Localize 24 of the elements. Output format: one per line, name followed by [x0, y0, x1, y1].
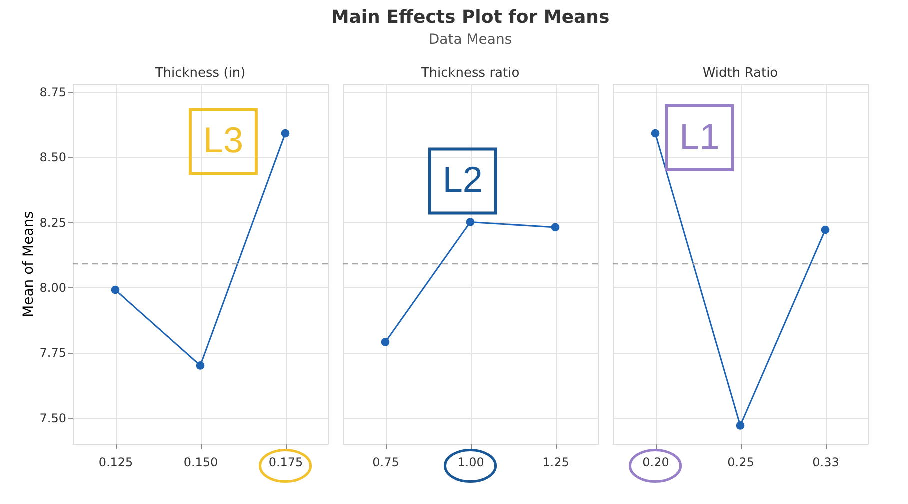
x-tick-label: 0.175 [268, 456, 304, 470]
y-tick-label: 7.75 [40, 346, 66, 360]
x-tick-label: 0.75 [372, 456, 400, 470]
x2-axis-title: Thickness (in) [154, 66, 246, 81]
x-tick-label: 0.20 [642, 456, 670, 470]
x2-axis-title: Width Ratio [702, 66, 778, 81]
y-tick-label: 8.25 [40, 216, 66, 230]
annotation: L3 [203, 120, 244, 161]
x-tick-label: 0.125 [98, 456, 134, 470]
x2-axis-title: Thickness ratio [420, 66, 520, 81]
annotation: L2 [442, 159, 483, 200]
x-tick-label: 0.25 [728, 456, 754, 470]
x-tick-label: 1.25 [542, 456, 570, 470]
annotation: L1 [680, 116, 720, 157]
x-tick-label: 1.00 [458, 456, 484, 470]
y-tick-label: 8.50 [40, 150, 66, 165]
x-tick-label: 0.33 [812, 456, 840, 470]
y-tick-label: 8.00 [40, 280, 66, 295]
y-tick-label: 7.50 [40, 411, 66, 426]
chart-title: Main Effects Plot for Means [331, 7, 610, 28]
x-tick-label: 0.150 [184, 456, 218, 470]
chart-subtitle: Data Means [428, 32, 512, 48]
y-axis-title: Mean of Means [20, 212, 37, 318]
y-tick-label: 8.75 [40, 85, 66, 100]
